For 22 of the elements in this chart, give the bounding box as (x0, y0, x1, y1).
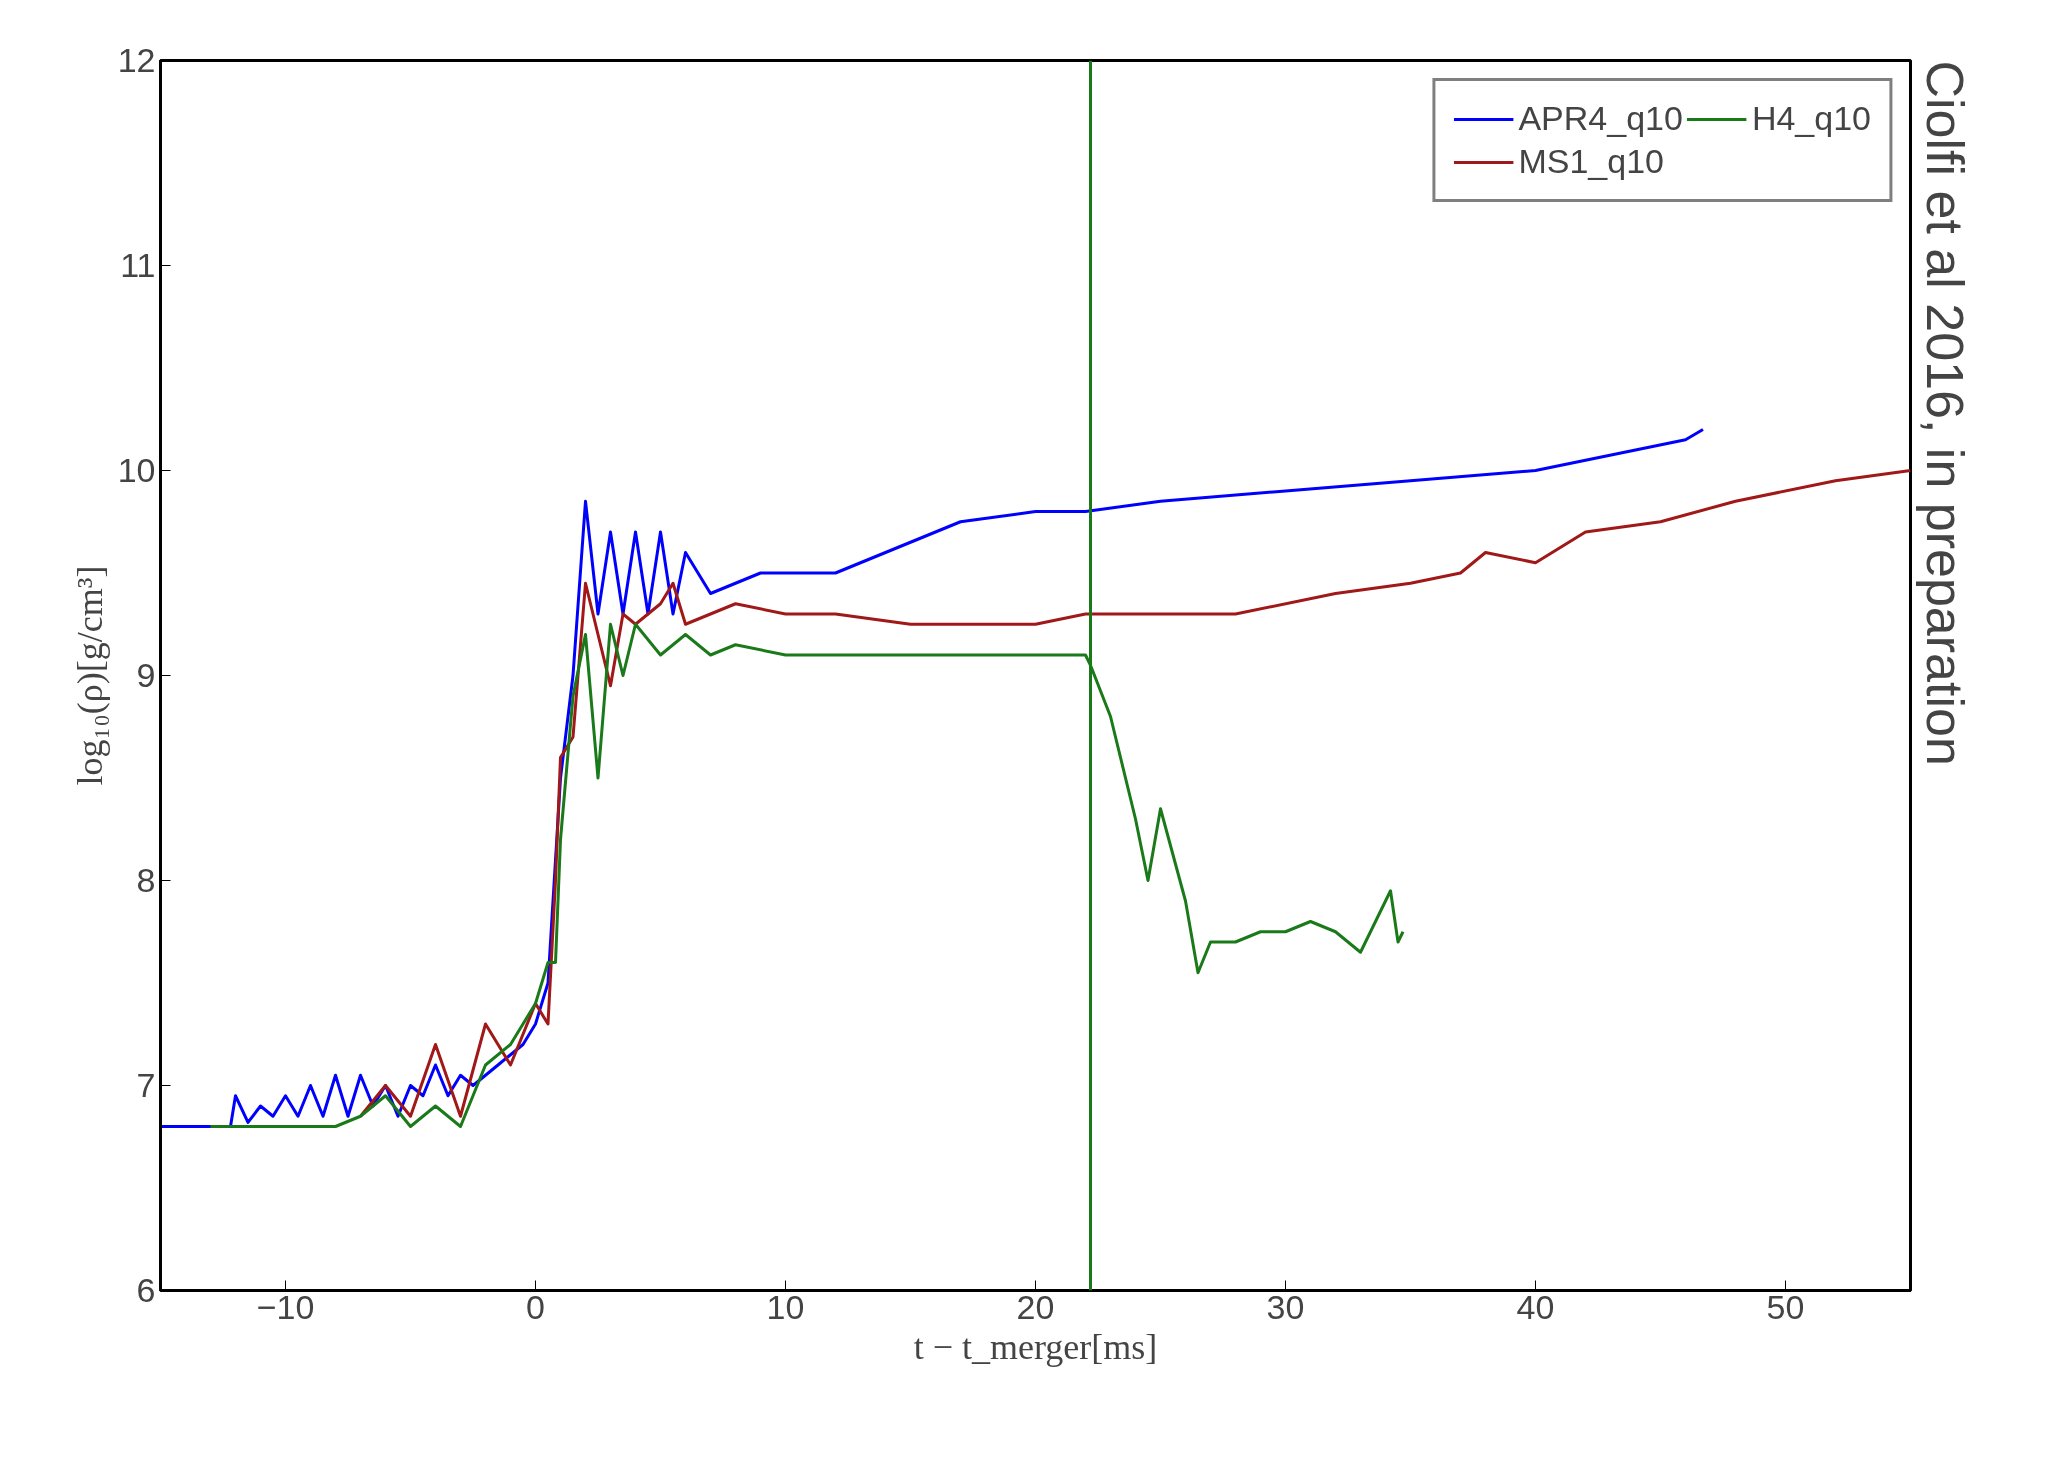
legend-label: H4_q10 (1751, 99, 1871, 138)
y-tick-label: 6 (136, 1271, 156, 1309)
x-tick-label: 40 (1516, 1287, 1555, 1326)
legend-label: MS1_q10 (1518, 142, 1664, 181)
x-tick-label: 30 (1266, 1287, 1305, 1326)
x-tick-label: 10 (766, 1287, 805, 1326)
legend-label: APR4_q10 (1518, 99, 1683, 138)
y-tick-label: 12 (117, 41, 156, 79)
y-tick-label: 10 (117, 451, 156, 489)
y-axis-title: log₁₀(ρ)[g/cm³] (69, 565, 110, 786)
y-tick-label: 11 (120, 246, 156, 284)
text: Ciolfi et al 2016, in preparation (1915, 60, 1974, 766)
x-tick-label: 0 (526, 1287, 545, 1326)
y-tick-label: 7 (136, 1066, 156, 1104)
x-axis-title: t − t_merger[ms] (913, 1326, 1158, 1367)
x-tick-label: −10 (256, 1287, 315, 1326)
y-tick-label: 8 (136, 861, 156, 899)
line-series (359, 469, 1911, 1118)
y-tick-label: 9 (136, 656, 156, 694)
x-tick-label: 50 (1766, 1287, 1805, 1326)
line-series (160, 428, 1705, 1128)
x-tick-label: 20 (1016, 1287, 1055, 1326)
